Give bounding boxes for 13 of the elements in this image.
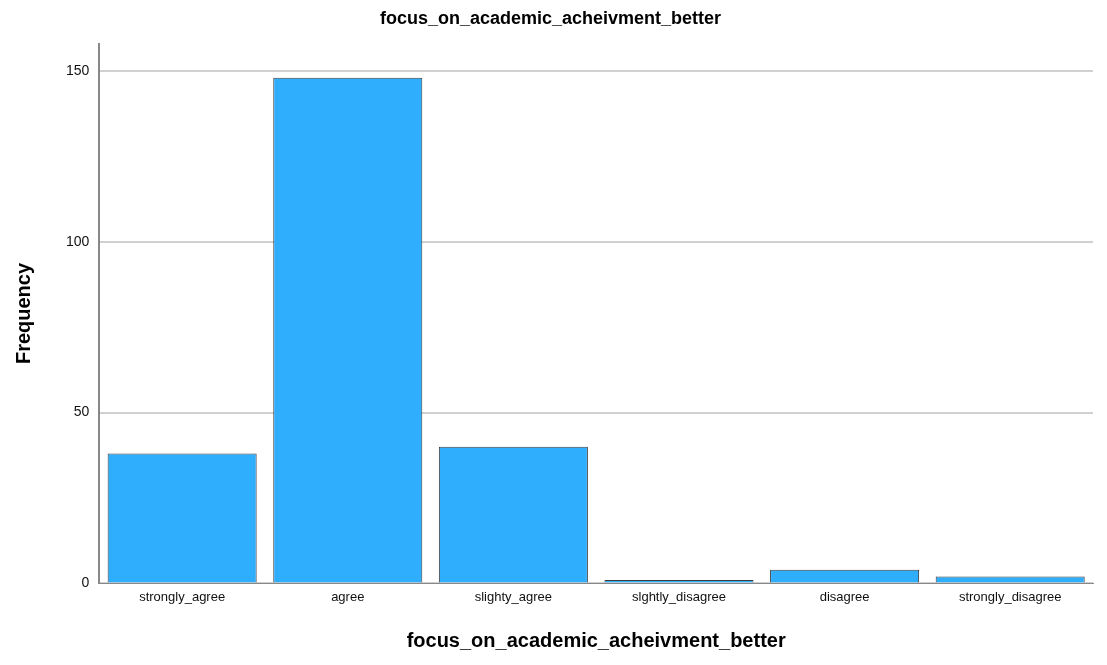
chart-title: focus_on_academic_acheivment_better — [379, 7, 722, 28]
x-tick-label: slghtly_disagree — [632, 588, 726, 604]
y-tick-label: 0 — [81, 574, 90, 591]
y-tick-label: 150 — [66, 61, 90, 78]
y-axis-title: Frequency — [11, 262, 34, 365]
y-tick-label: 100 — [66, 232, 90, 249]
x-tick-label: strongly_agree — [139, 588, 226, 604]
x-tick-label: slighty_agree — [474, 588, 553, 604]
x-tick-label: disagree — [819, 588, 870, 604]
x-axis-title: focus_on_academic_acheivment_better — [406, 628, 786, 651]
x-tick-label: agree — [331, 588, 365, 604]
y-tick-label: 50 — [73, 403, 90, 420]
x-tick-label: strongly_disagree — [958, 588, 1062, 604]
